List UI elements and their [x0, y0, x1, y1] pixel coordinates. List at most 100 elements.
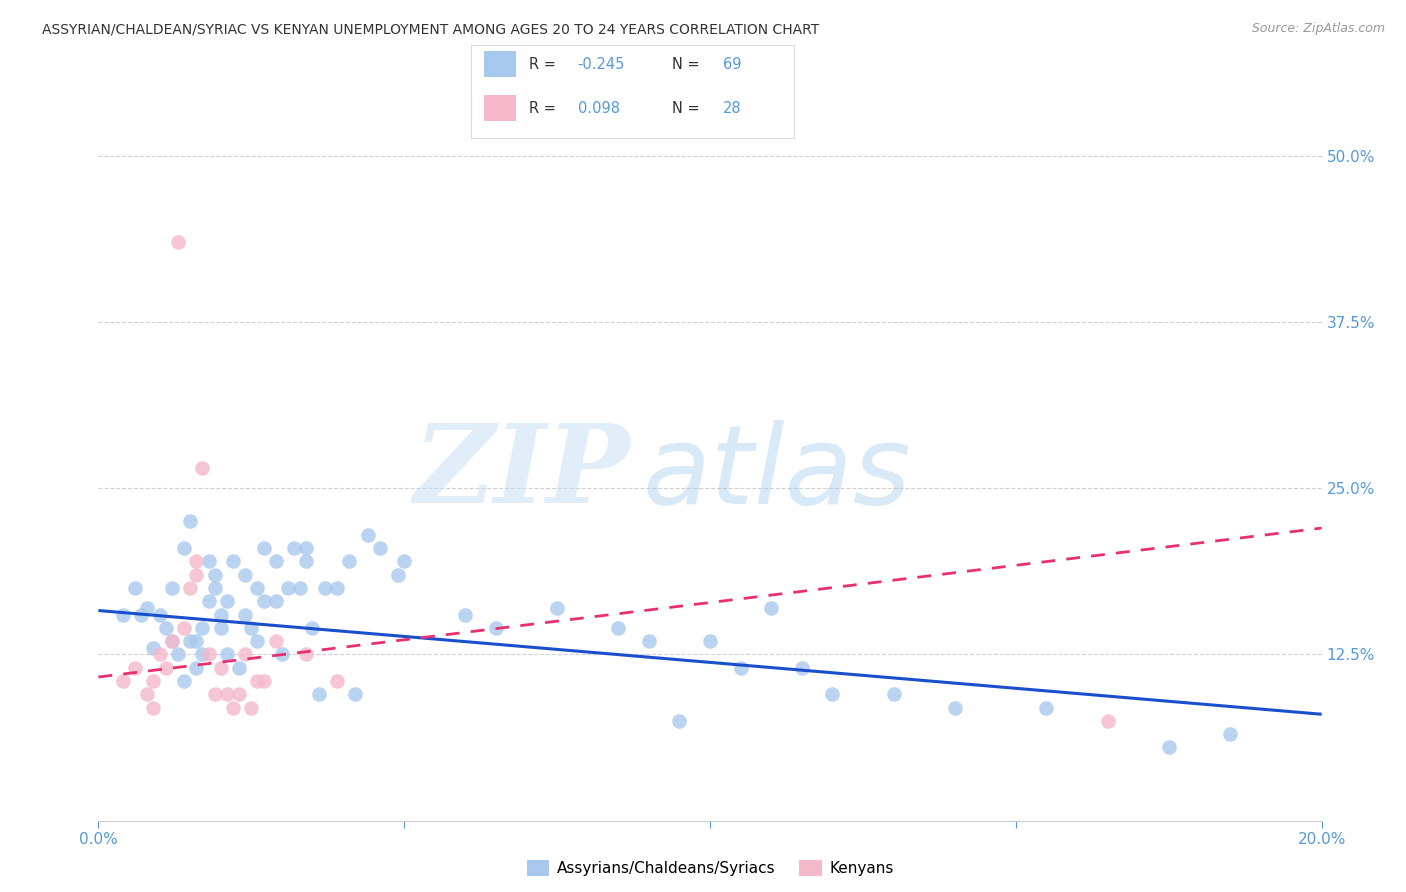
Point [209, 621, 232, 635]
Point [290, 581, 312, 595]
Point [759, 600, 782, 615]
Point [356, 527, 378, 541]
Point [124, 661, 146, 675]
Point [295, 648, 318, 662]
Point [637, 634, 661, 648]
Point [173, 673, 195, 688]
Point [197, 594, 219, 608]
Point [277, 581, 299, 595]
Point [246, 634, 269, 648]
Point [387, 567, 409, 582]
Point [179, 581, 201, 595]
Point [191, 461, 214, 475]
Point [179, 515, 201, 529]
Point [215, 687, 238, 701]
Legend: Assyrians/Chaldeans/Syriacs, Kenyans: Assyrians/Chaldeans/Syriacs, Kenyans [520, 855, 900, 882]
Point [240, 621, 263, 635]
Point [240, 700, 263, 714]
Point [136, 687, 159, 701]
Text: R =: R = [529, 101, 565, 116]
Point [264, 594, 287, 608]
Point [264, 554, 287, 568]
Point [124, 581, 146, 595]
Point [485, 621, 508, 635]
Text: -0.245: -0.245 [578, 57, 626, 71]
Point [160, 581, 183, 595]
Text: R =: R = [529, 57, 561, 71]
Point [111, 673, 134, 688]
Point [173, 621, 195, 635]
Point [155, 621, 177, 635]
Point [204, 581, 226, 595]
Point [1219, 727, 1241, 741]
Point [301, 621, 323, 635]
Bar [484, 51, 516, 78]
Point [668, 714, 690, 728]
Point [136, 600, 159, 615]
Point [295, 541, 318, 555]
Point [233, 648, 256, 662]
Point [197, 554, 219, 568]
Point [186, 661, 208, 675]
Point [326, 673, 349, 688]
Point [821, 687, 844, 701]
Point [546, 600, 568, 615]
Point [314, 581, 336, 595]
Point [1035, 700, 1057, 714]
Point [204, 567, 226, 582]
Point [790, 661, 813, 675]
Point [197, 648, 219, 662]
Point [186, 567, 208, 582]
Text: atlas: atlas [643, 420, 911, 526]
Point [730, 661, 752, 675]
Text: N =: N = [672, 57, 704, 71]
Point [308, 687, 330, 701]
Text: ASSYRIAN/CHALDEAN/SYRIAC VS KENYAN UNEMPLOYMENT AMONG AGES 20 TO 24 YEARS CORREL: ASSYRIAN/CHALDEAN/SYRIAC VS KENYAN UNEMP… [42, 22, 820, 37]
Point [173, 541, 195, 555]
Point [160, 634, 183, 648]
Point [167, 648, 190, 662]
Point [233, 607, 256, 622]
Point [295, 554, 318, 568]
Point [392, 554, 416, 568]
Point [943, 700, 966, 714]
Point [252, 594, 274, 608]
Point [186, 554, 208, 568]
Text: N =: N = [672, 101, 704, 116]
Bar [484, 95, 516, 121]
Text: 0.098: 0.098 [578, 101, 620, 116]
Point [368, 541, 391, 555]
Point [209, 607, 232, 622]
Point [883, 687, 905, 701]
Point [1097, 714, 1119, 728]
Text: 69: 69 [723, 57, 742, 71]
Point [179, 634, 201, 648]
Text: 28: 28 [723, 101, 742, 116]
Point [149, 648, 172, 662]
Point [233, 567, 256, 582]
Point [344, 687, 367, 701]
Point [155, 661, 177, 675]
Point [283, 541, 305, 555]
Point [326, 581, 349, 595]
Point [246, 581, 269, 595]
Point [454, 607, 477, 622]
Point [142, 700, 165, 714]
Point [222, 700, 245, 714]
Point [246, 673, 269, 688]
Point [142, 673, 165, 688]
Point [186, 634, 208, 648]
Point [252, 673, 274, 688]
Point [264, 634, 287, 648]
Point [1157, 740, 1180, 755]
Point [191, 621, 214, 635]
Point [167, 235, 190, 249]
Point [607, 621, 630, 635]
Point [215, 594, 238, 608]
Point [129, 607, 152, 622]
Point [270, 648, 292, 662]
Point [160, 634, 183, 648]
Point [142, 640, 165, 655]
Point [337, 554, 360, 568]
Point [215, 648, 238, 662]
